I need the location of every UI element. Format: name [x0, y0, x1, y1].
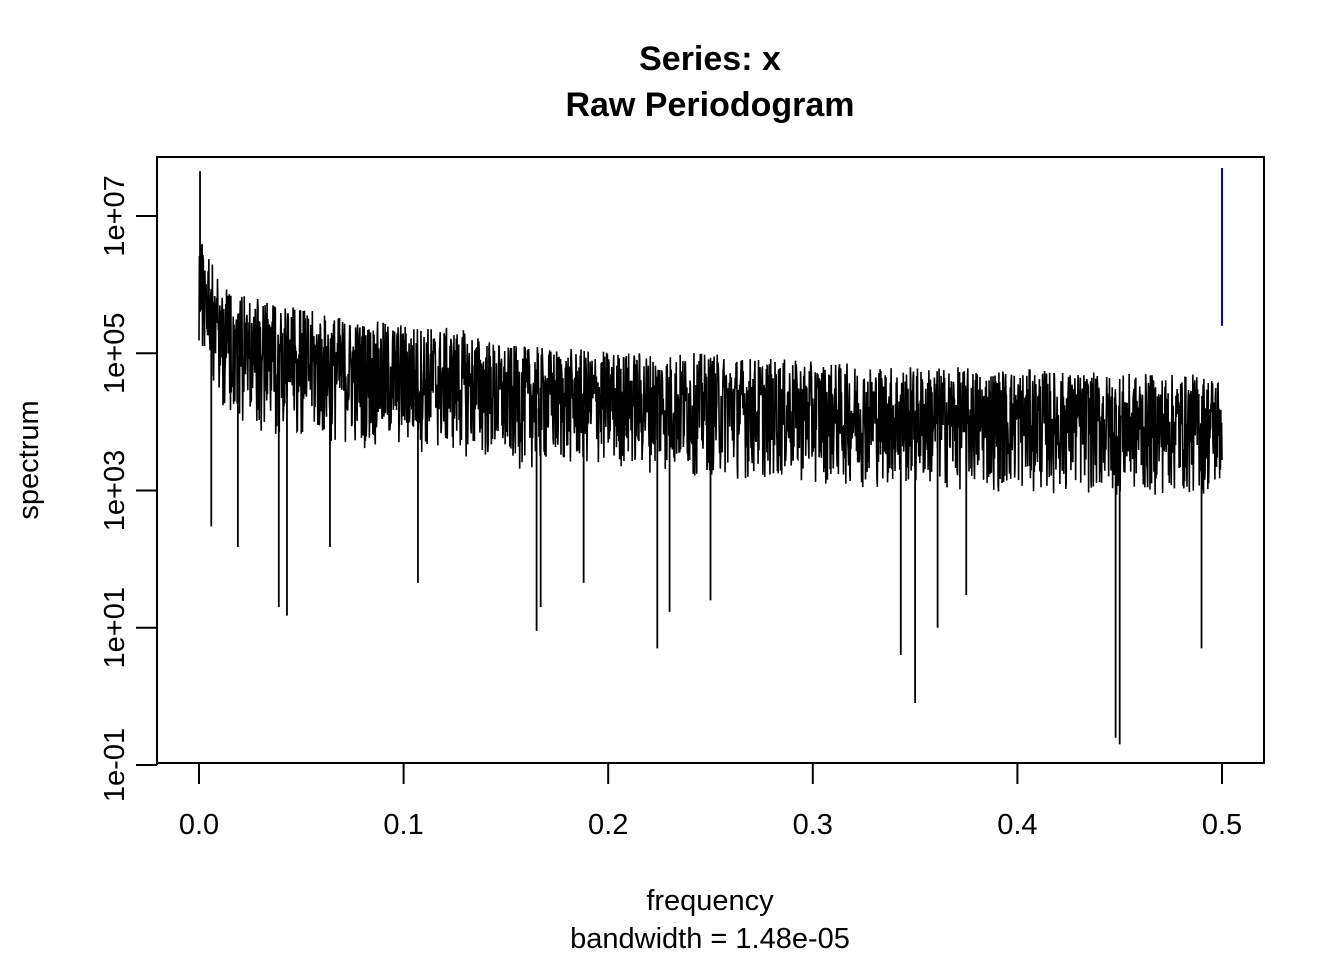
x-axis-label: frequency: [646, 885, 774, 917]
y-tick-label-4: 1e+07: [99, 175, 131, 256]
x-tick-label-2: 0.2: [588, 809, 628, 841]
y-tick-label-3: 1e+05: [99, 313, 131, 394]
spectrum-line: [198, 243, 1223, 495]
x-tick-label-1: 0.1: [383, 809, 423, 841]
x-tick-label-3: 0.3: [793, 809, 833, 841]
x-axis-sublabel: bandwidth = 1.48e-05: [570, 923, 850, 955]
chart-subtitle: Raw Periodogram: [565, 86, 854, 124]
chart-title: Series: x: [639, 40, 781, 78]
y-axis-label: spectrum: [13, 400, 45, 519]
x-tick-label-0: 0.0: [179, 809, 219, 841]
y-axis: 1e-01 1e+01 1e+03 1e+05 1e+07: [99, 175, 158, 802]
y-tick-label-0: 1e-01: [99, 728, 131, 802]
x-tick-label-5: 0.5: [1202, 809, 1242, 841]
spectrum-series: [198, 171, 1223, 745]
x-tick-label-4: 0.4: [997, 809, 1037, 841]
y-tick-label-2: 1e+03: [99, 450, 131, 531]
y-tick-label-1: 1e+01: [99, 587, 131, 668]
x-axis: 0.0 0.1 0.2 0.3 0.4 0.5: [179, 762, 1242, 841]
